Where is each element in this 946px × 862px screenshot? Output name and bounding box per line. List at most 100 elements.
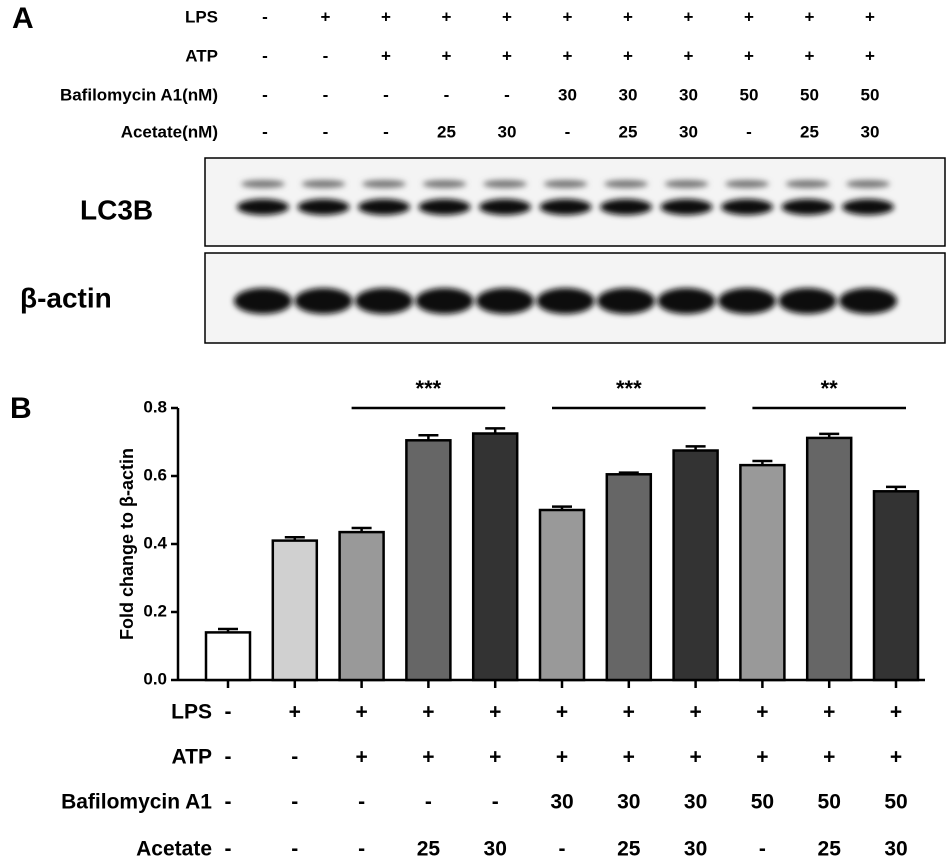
blot-band [294,288,353,314]
condition-value: + [684,7,694,26]
blot-band [725,180,769,188]
condition-value: + [289,701,301,724]
blot-band [241,180,285,188]
condition-value: - [759,838,766,861]
condition-value: - [225,701,232,724]
blot-band [476,288,534,314]
blot-band [355,288,413,314]
blot-band [418,199,471,215]
bar [471,432,519,682]
condition-value: - [746,122,752,141]
bar [405,439,452,682]
blot-band [597,288,655,314]
blot-band [781,199,834,215]
condition-value: - [291,791,298,814]
condition-value: 25 [437,122,456,141]
blot-band [362,180,406,188]
condition-value: - [323,122,329,141]
blot-band [785,180,830,188]
condition-value: - [225,746,232,769]
condition-value: - [358,791,365,814]
condition-value: - [565,122,571,141]
condition-value: + [865,7,875,26]
condition-value: 50 [884,791,907,814]
condition-value: 50 [818,791,841,814]
condition-value: 30 [484,838,507,861]
condition-name: Acetate(nM) [121,122,218,141]
condition-value: + [381,7,391,26]
condition-value: + [744,46,754,65]
blot-label: LC3B [80,194,153,225]
condition-value: - [383,85,389,104]
blot-band [839,288,897,314]
condition-value: + [502,46,512,65]
condition-value: + [623,7,633,26]
blot-band [479,199,531,215]
condition-value: 25 [417,838,441,861]
condition-value: 50 [861,85,880,104]
bar [672,449,719,682]
blot-band [543,180,588,188]
condition-value: - [291,838,298,861]
condition-value: + [756,701,768,724]
condition-value: + [823,701,835,724]
significance-stars: ** [821,376,839,401]
condition-value: + [381,46,391,65]
condition-value: + [744,7,754,26]
bar [338,530,385,682]
condition-value: - [504,85,510,104]
condition-value: + [865,46,875,65]
condition-value: - [383,122,389,141]
condition-value: - [492,791,499,814]
condition-value: - [323,46,329,65]
bar [605,473,653,682]
bar [739,463,786,682]
condition-value: - [225,838,232,861]
condition-value: 30 [884,838,907,861]
condition-value: 50 [800,85,819,104]
panel-label: B [10,392,32,425]
blot-band [536,288,595,314]
blot-band [422,180,467,188]
condition-value: - [225,791,232,814]
condition-value: 30 [619,85,638,104]
condition-value: + [556,746,568,769]
condition-value: + [756,746,768,769]
condition-value: + [823,746,835,769]
blot-band [297,199,350,215]
blot-band [604,180,648,188]
blot-band [539,199,592,215]
condition-value: 25 [818,838,842,861]
y-axis-title: Fold change to β-actin [117,448,137,640]
y-tick-label: 0.0 [143,669,167,688]
condition-value: + [556,701,568,724]
blot-band [657,288,716,314]
condition-value: 30 [617,791,640,814]
condition-value: 30 [684,838,707,861]
blot-band [846,180,890,188]
blot-band [660,199,713,215]
y-tick-label: 0.2 [143,601,167,620]
condition-value: - [262,7,268,26]
blot-band [483,180,527,188]
blot-label: β-actin [20,282,112,313]
condition-name: LPS [185,7,218,26]
blot-band [237,199,289,215]
condition-value: + [355,701,367,724]
condition-value: + [890,701,902,724]
condition-value: + [890,746,902,769]
bar [204,631,252,682]
condition-value: 30 [498,122,517,141]
blot-band [600,199,652,215]
condition-value: - [323,85,329,104]
condition-value: 30 [558,85,577,104]
condition-name: LPS [171,701,212,724]
condition-value: 30 [679,85,698,104]
condition-value: + [489,701,501,724]
condition-value: 25 [619,122,638,141]
condition-value: - [358,838,365,861]
y-tick-label: 0.8 [143,397,167,416]
condition-value: - [444,85,450,104]
condition-value: + [355,746,367,769]
